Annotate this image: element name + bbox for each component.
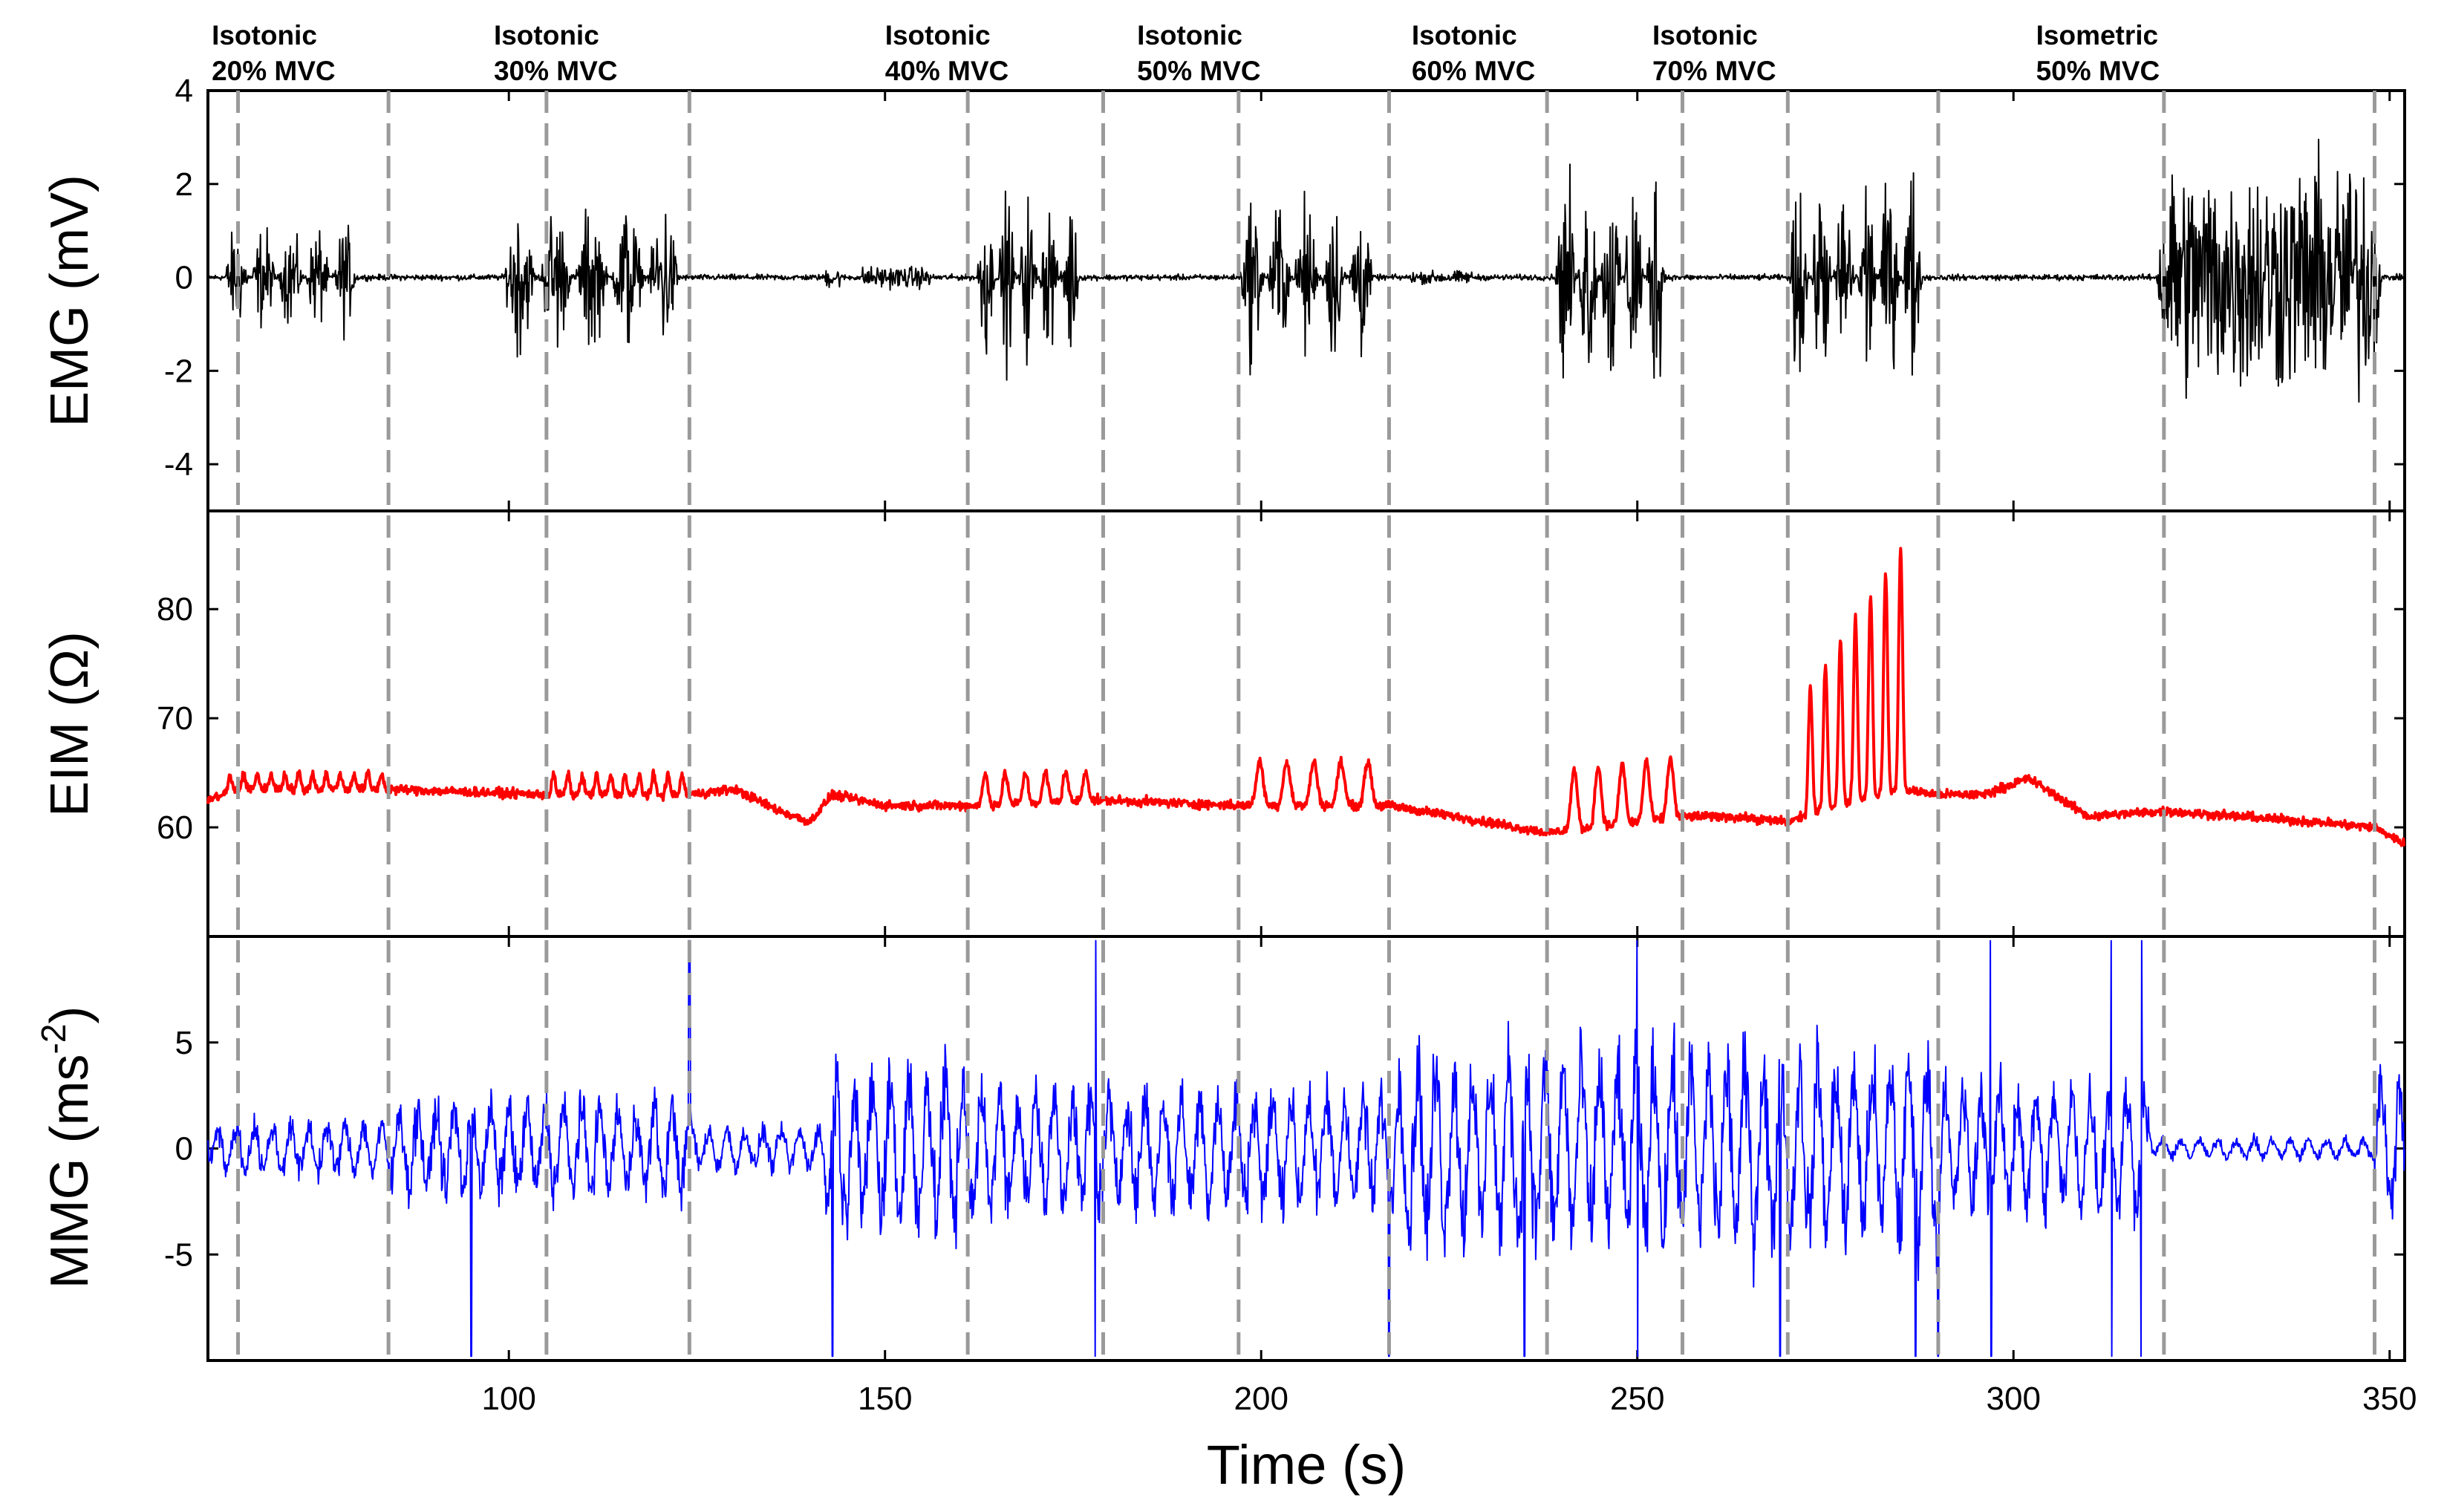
eim-y-tick-label: 80 — [157, 591, 193, 628]
phase-label-line2: 50% MVC — [1137, 56, 1261, 86]
emg-trace — [207, 138, 2405, 403]
phase-label-line1: Isotonic — [494, 20, 599, 50]
phase-label-line2: 70% MVC — [1652, 56, 1776, 86]
emg-y-tick-label: 2 — [175, 166, 193, 203]
eim-panel-frame — [206, 509, 2406, 938]
phase-label-line1: Isotonic — [212, 20, 317, 50]
eim-y-tick-label: 70 — [157, 700, 193, 737]
phase-label-line1: Isotonic — [1652, 20, 1758, 50]
eim-y-axis-label: EIM (Ω) — [40, 631, 100, 817]
phase-label-line1: Isotonic — [1412, 20, 1517, 50]
mmg-y-axis-label-main: MMG (ms — [40, 1054, 100, 1288]
mmg-y-tick-label: 5 — [175, 1025, 193, 1061]
emg-y-ticks: 4 2 0 -2 -4 — [164, 73, 2405, 511]
phase-label-line2: 50% MVC — [2036, 56, 2160, 86]
phase-label-line2: 20% MVC — [212, 56, 336, 86]
mmg-signal — [207, 939, 2405, 1358]
mmg-y-tick-label: 0 — [175, 1131, 193, 1167]
x-tick-label: 250 — [1610, 1381, 1664, 1417]
emg-panel: 4 2 0 -2 -4 EMG (mV) — [40, 73, 2406, 512]
x-tick-label: 350 — [2362, 1381, 2417, 1417]
mmg-panel: 5 0 -5 MMG (ms-2) — [34, 935, 2406, 1362]
emg-y-tick-label: 0 — [175, 260, 193, 296]
x-axis-label: Time (s) — [1207, 1434, 1407, 1496]
phase-label-line2: 60% MVC — [1412, 56, 1536, 86]
mmg-y-axis-label: MMG (ms-2) — [34, 1006, 100, 1289]
emg-y-tick-label: 4 — [175, 73, 193, 109]
x-tick-label: 200 — [1234, 1381, 1288, 1417]
eim-y-tick-label: 60 — [157, 809, 193, 846]
phase-marker-lines — [236, 91, 2376, 1361]
phase-label-line1: Isotonic — [885, 20, 991, 50]
eim-panel: 80 70 60 EIM (Ω) — [40, 509, 2406, 938]
emg-y-tick-label: -2 — [164, 353, 193, 389]
eim-y-ticks: 80 70 60 — [157, 511, 2405, 936]
phase-label-line1: Isotonic — [1137, 20, 1242, 50]
phase-label-line2: 30% MVC — [494, 56, 618, 86]
eim-trace — [206, 547, 2406, 847]
emg-y-axis-label: EMG (mV) — [40, 175, 100, 427]
mmg-y-axis-label-end: ) — [40, 1006, 100, 1024]
emg-signal — [207, 138, 2405, 403]
emg-y-tick-label: -4 — [164, 446, 193, 483]
phase-labels: Isotonic 20% MVC Isotonic 30% MVC Isotonic 40… — [212, 20, 2160, 86]
phase-label-line1: Isometric — [2036, 20, 2159, 50]
x-axis: 100 150 200 250 300 350 — [481, 1381, 2417, 1417]
eim-signal — [206, 547, 2406, 847]
mmg-y-tick-label: -5 — [164, 1236, 193, 1273]
x-tick-label: 150 — [858, 1381, 912, 1417]
phase-label-line2: 40% MVC — [885, 56, 1009, 86]
x-tick-label: 300 — [1987, 1381, 2041, 1417]
mmg-y-ticks: 5 0 -5 — [164, 936, 2405, 1361]
x-tick-label: 100 — [481, 1381, 535, 1417]
mmg-y-axis-label-superscript: -2 — [34, 1024, 73, 1055]
mmg-trace — [207, 939, 2405, 1358]
